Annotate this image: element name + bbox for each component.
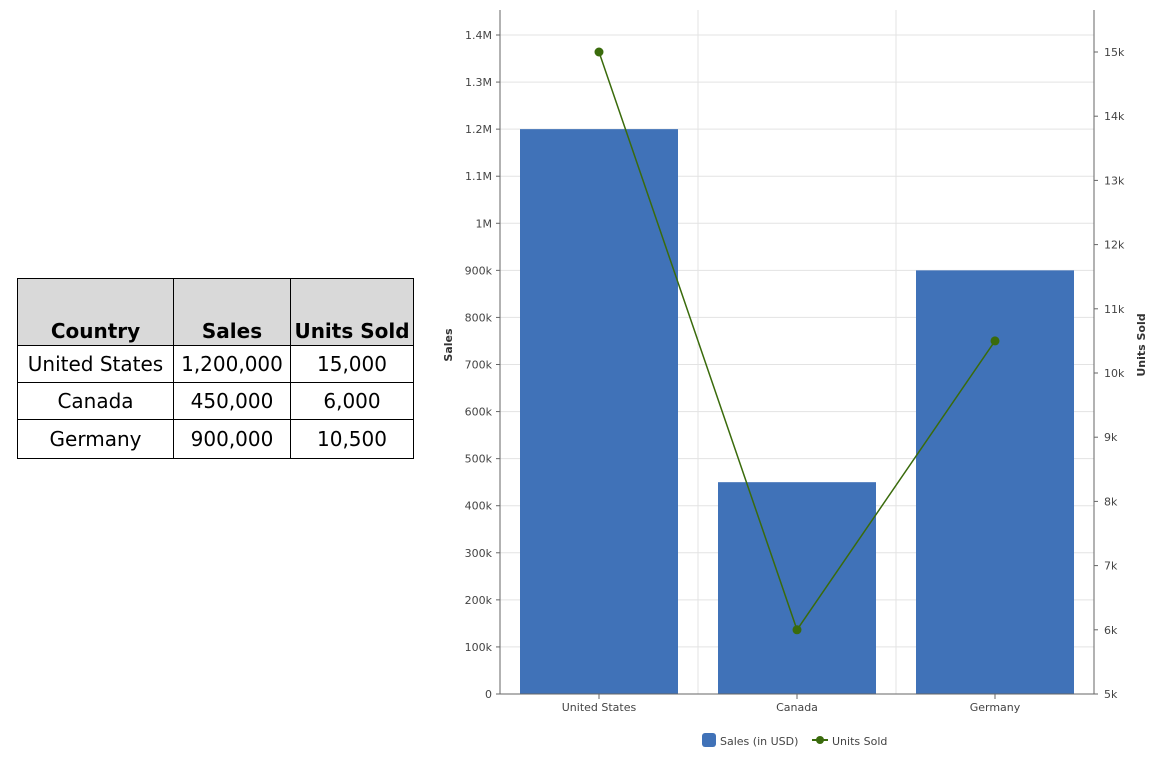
y-tick-label: 1.4M [465,29,492,42]
y-tick-label: 300k [465,547,493,560]
legend-swatch-units-point [816,736,824,744]
y-tick-label: 200k [465,594,493,607]
legend-swatch-sales [702,733,716,747]
y-tick-label: 500k [465,453,493,466]
x-tick-label: United States [562,701,637,714]
y-tick-label: 400k [465,500,493,513]
y2-tick-label: 10k [1104,367,1125,380]
y-tick-label: 0 [485,688,492,701]
x-tick-label: Germany [970,701,1021,714]
units-sold-point [792,625,802,635]
x-tick-label: Canada [776,701,818,714]
cell-sales: 900,000 [173,419,291,459]
y2-tick-label: 6k [1104,624,1118,637]
y2-tick-label: 9k [1104,431,1118,444]
y2-tick-label: 13k [1104,174,1125,187]
y2-tick-label: 8k [1104,495,1118,508]
cell-country: Canada [17,382,174,420]
y-tick-label: 1.2M [465,123,492,136]
legend-label-units: Units Sold [832,735,887,748]
y-tick-label: 1M [476,217,493,230]
table-row: Canada 450,000 6,000 [17,382,414,420]
y2-tick-label: 15k [1104,46,1125,59]
y2-tick-label: 14k [1104,110,1125,123]
y2-tick-label: 7k [1104,560,1118,573]
bar-canada [718,482,876,694]
units-sold-point [594,47,604,57]
y-tick-label: 1.1M [465,170,492,183]
table-row: United States 1,200,000 15,000 [17,345,414,383]
y-tick-label: 700k [465,359,493,372]
legend-label-sales: Sales (in USD) [720,735,798,748]
y2-axis-title: Units Sold [1135,313,1148,376]
units-sold-point [990,336,1000,346]
y-tick-label: 900k [465,264,493,277]
y2-tick-label: 11k [1104,303,1125,316]
cell-units: 10,500 [290,419,414,459]
bar-germany [916,270,1074,694]
y-axis-title: Sales [442,328,455,362]
y-tick-label: 100k [465,641,493,654]
cell-country: Germany [17,419,174,459]
cell-country: United States [17,345,174,383]
data-table: Country Sales Units Sold United States 1… [17,278,414,459]
table-row: Germany 900,000 10,500 [17,419,414,459]
y-tick-label: 1.3M [465,76,492,89]
y-tick-label: 600k [465,406,493,419]
bar-united-states [520,129,678,695]
cell-units: 6,000 [290,382,414,420]
y2-tick-label: 12k [1104,239,1125,252]
header-country: Country [17,278,174,346]
cell-units: 15,000 [290,345,414,383]
table-header-row: Country Sales Units Sold [17,278,414,346]
y2-tick-label: 5k [1104,688,1118,701]
y-tick-label: 800k [465,311,493,324]
